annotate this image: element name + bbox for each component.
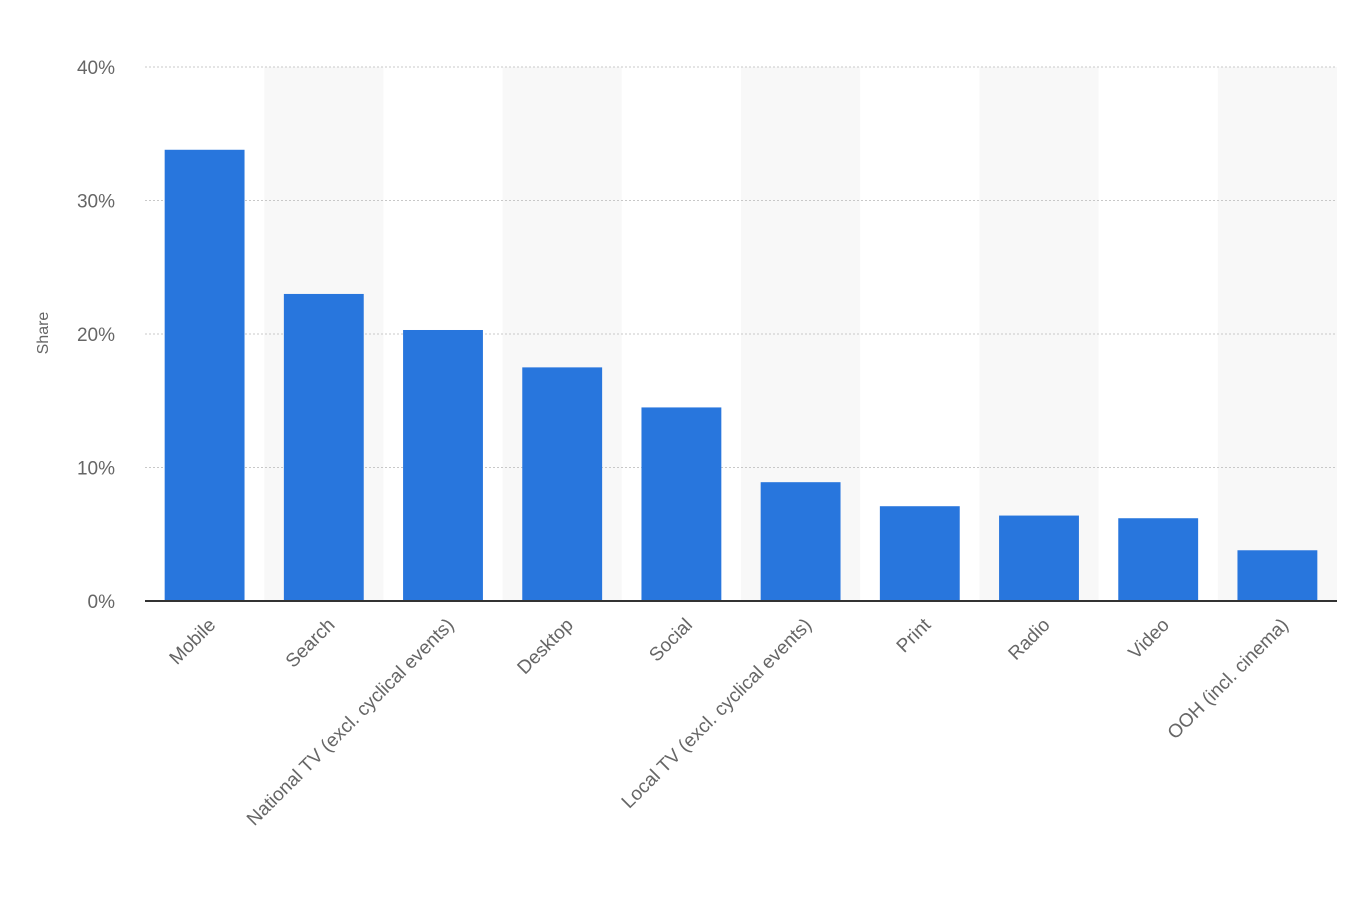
y-tick-label: 20% bbox=[77, 325, 115, 346]
bar bbox=[1118, 518, 1199, 601]
bars bbox=[164, 149, 1318, 601]
x-tick-label: National TV (excl. cyclical events) bbox=[243, 615, 458, 830]
x-tick-label: Mobile bbox=[166, 615, 220, 669]
y-axis-title: Share bbox=[35, 312, 52, 355]
y-tick-label: 10% bbox=[77, 459, 115, 480]
bar bbox=[760, 482, 841, 601]
x-tick-label: Print bbox=[893, 614, 936, 657]
bar bbox=[403, 329, 483, 601]
y-tick-label: 40% bbox=[77, 58, 115, 79]
y-tick-label: 30% bbox=[77, 192, 115, 213]
bar bbox=[164, 149, 245, 601]
x-tick-label: OOH (incl. cinema) bbox=[1164, 615, 1293, 744]
bar bbox=[641, 407, 722, 601]
x-tick-label: Video bbox=[1125, 615, 1174, 664]
bar bbox=[522, 367, 603, 601]
x-tick-label: Radio bbox=[1005, 615, 1055, 665]
y-tick-label: 0% bbox=[88, 592, 116, 613]
bar bbox=[1237, 550, 1318, 601]
bar bbox=[283, 293, 364, 601]
gridlines bbox=[145, 66, 1337, 468]
x-tick-label: Search bbox=[282, 615, 339, 672]
x-tick-label: Local TV (excl. cyclical events) bbox=[618, 615, 816, 813]
x-tick-label: Social bbox=[645, 615, 696, 666]
bar bbox=[879, 506, 960, 601]
bar bbox=[999, 515, 1079, 601]
y-axis-ticks: 0% 10% 20% 30% 40% bbox=[77, 58, 115, 613]
x-tick-label: Desktop bbox=[514, 615, 578, 679]
